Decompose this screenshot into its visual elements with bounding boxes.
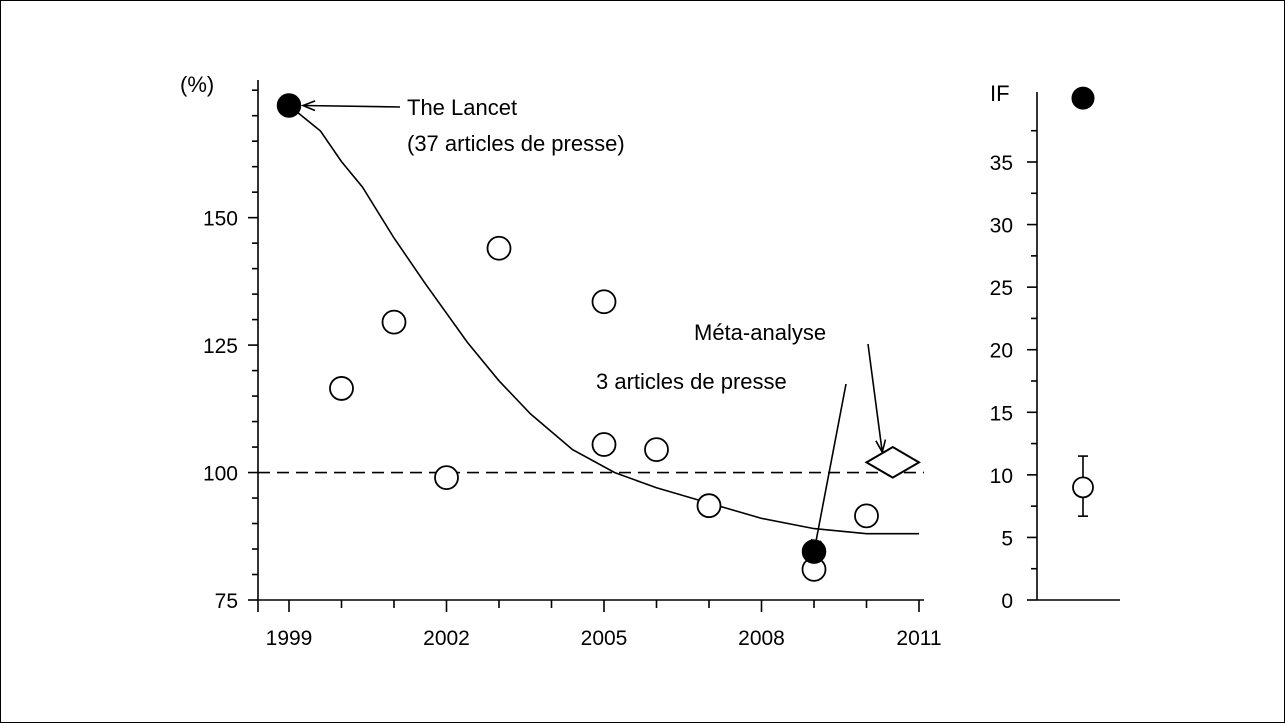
open-data-point [486,235,512,261]
y-axis-ticks: 75 100 125 150 [203,89,258,613]
if-tick-label: 25 [990,277,1013,300]
arrow-3-articles [810,383,847,554]
open-data-point [329,376,354,401]
if-tick-label: 5 [1001,527,1013,550]
if-tick-label: 35 [990,152,1013,175]
y-tick-label: 150 [203,208,238,231]
annotation-lancet-line-1: The Lancet [407,95,517,120]
meta-analysis-diamond [864,445,921,479]
right-chart-if: IF 0 5 10 15 20 25 30 35 [990,81,1120,613]
annotation-meta-analyse: Méta-analyse [694,320,826,345]
y-tick-label: 75 [215,590,238,613]
x-axis-ticks: 1999 2002 2005 2008 2011 [257,600,942,650]
if-axis-ticks: 0 5 10 15 20 25 30 35 [990,129,1037,613]
x-tick-label: 1999 [266,627,313,650]
if-open-point [1072,476,1094,499]
if-data-points [1071,86,1095,517]
x-tick-label: 2008 [738,627,785,650]
annotation-arrows [300,100,887,554]
open-data-point [434,465,459,491]
y-tick-label: 125 [203,335,238,358]
if-tick-label: 30 [990,215,1013,238]
if-axis-label: IF [990,81,1010,106]
open-data-point [644,437,669,463]
open-data-point [591,432,617,457]
if-tick-label: 15 [990,402,1013,425]
filled-data-point [276,93,302,118]
if-filled-point [1071,86,1095,110]
trend-line [288,104,919,535]
if-tick-label: 0 [1001,590,1013,613]
x-tick-label: 2011 [896,627,941,650]
x-tick-label: 2005 [581,627,628,650]
y-axis-label: (%) [180,72,214,97]
arrow-lancet [300,100,401,112]
x-tick-label: 2002 [423,627,470,650]
annotation-3-articles: 3 articles de presse [596,369,787,394]
y-tick-label: 100 [203,463,238,486]
arrow-meta-analyse [867,343,887,455]
open-data-point [696,493,722,519]
if-tick-label: 10 [990,465,1013,488]
left-chart: (%) 75 100 125 150 1999 2002 2005 2008 2011 The… [180,72,942,650]
annotation-lancet-line-2: (37 articles de presse) [407,131,625,156]
open-data-point [381,309,407,335]
data-points [276,93,879,582]
open-data-point [591,289,617,315]
if-tick-label: 20 [990,340,1013,363]
open-data-point [854,503,879,529]
